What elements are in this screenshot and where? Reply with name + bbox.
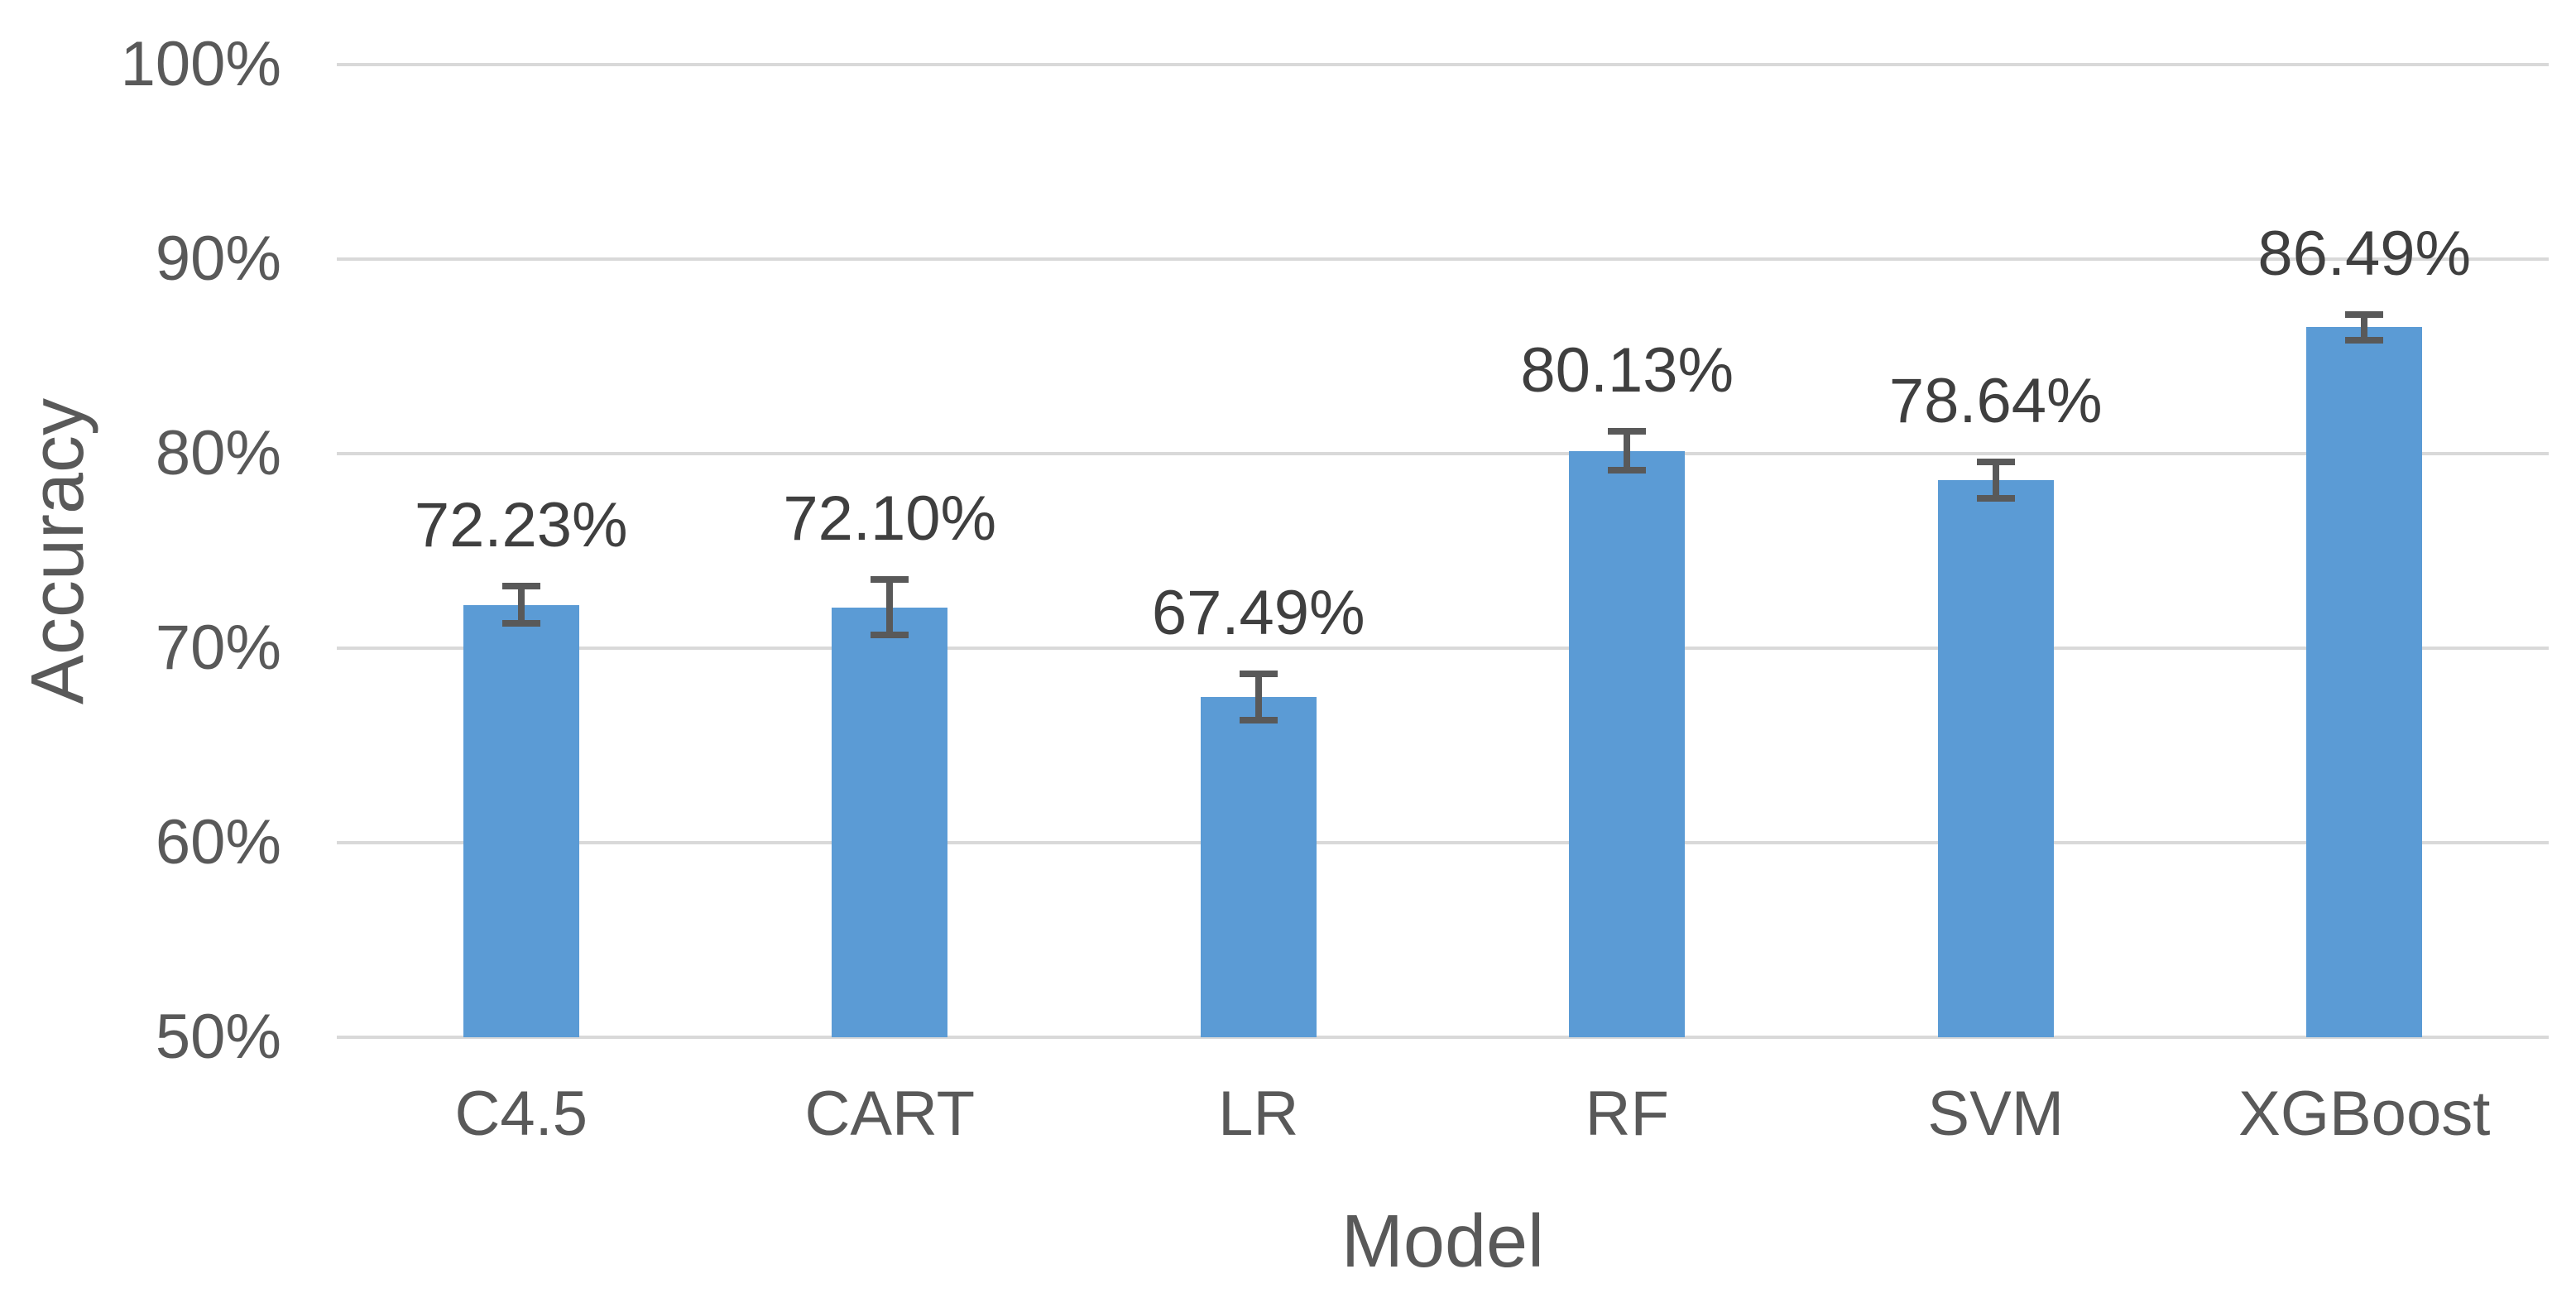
- bar-C4.5: [463, 604, 579, 1037]
- error-bar-cap-bottom: [501, 620, 540, 627]
- error-bar-cap-top: [2345, 310, 2384, 318]
- bar-SVM: [1937, 479, 2054, 1037]
- error-bar-cap-bottom: [1608, 467, 1647, 474]
- x-tick-label-CART: CART: [804, 1079, 975, 1149]
- error-bar-cap-bottom: [871, 632, 909, 639]
- error-bar-stem: [1624, 428, 1631, 474]
- error-bar-stem: [517, 583, 525, 627]
- bar-XGBoost: [2306, 327, 2423, 1037]
- bar-CART: [832, 607, 948, 1037]
- error-bar-stem: [2361, 310, 2368, 344]
- error-bar-cap-bottom: [1239, 717, 1278, 724]
- error-bar-cap-top: [1976, 458, 2015, 465]
- data-label-XGBoost: 86.49%: [2257, 218, 2472, 289]
- x-tick-label-LR: LR: [1218, 1079, 1299, 1149]
- data-label-C4.5: 72.23%: [414, 490, 628, 561]
- x-tick-label-XGBoost: XGBoost: [2238, 1079, 2491, 1149]
- x-axis-title: Model: [1341, 1200, 1545, 1283]
- gridline-90%: [337, 257, 2549, 261]
- y-tick-label: 80%: [155, 418, 281, 488]
- error-bar-cap-bottom: [1976, 495, 2015, 502]
- error-bar-cap-top: [871, 576, 909, 584]
- data-label-CART: 72.10%: [783, 483, 997, 555]
- gridline-100%: [337, 63, 2549, 66]
- y-tick-label: 50%: [155, 1002, 281, 1072]
- error-bar-stem: [1992, 458, 1999, 502]
- data-label-RF: 80.13%: [1520, 335, 1734, 406]
- error-bar-stem: [886, 576, 894, 639]
- bar-RF: [1569, 450, 1686, 1037]
- x-tick-label-RF: RF: [1585, 1079, 1669, 1149]
- gridline-60%: [337, 841, 2549, 844]
- error-bar-cap-top: [501, 583, 540, 590]
- gridline-70%: [337, 647, 2549, 650]
- error-bar-cap-bottom: [2345, 337, 2384, 344]
- y-tick-label: 90%: [155, 224, 281, 294]
- y-axis-title: Accuracy: [17, 397, 99, 704]
- y-tick-label: 100%: [120, 29, 281, 99]
- data-label-LR: 67.49%: [1151, 577, 1365, 648]
- y-tick-label: 60%: [155, 807, 281, 877]
- bar-LR: [1200, 696, 1317, 1037]
- gridline-80%: [337, 452, 2549, 455]
- gridline-50%: [337, 1036, 2549, 1039]
- x-tick-label-C4.5: C4.5: [454, 1079, 588, 1149]
- error-bar-stem: [1254, 670, 1262, 724]
- error-bar-cap-top: [1608, 428, 1647, 435]
- y-tick-label: 70%: [155, 613, 281, 683]
- data-label-SVM: 78.64%: [1888, 365, 2103, 436]
- error-bar-cap-top: [1239, 670, 1278, 677]
- x-tick-label-SVM: SVM: [1927, 1079, 2065, 1149]
